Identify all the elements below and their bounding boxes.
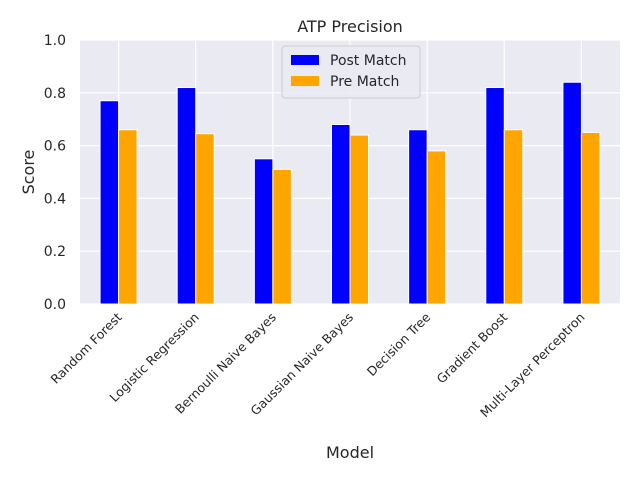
- legend-swatch: [291, 55, 319, 65]
- bar-pre-match: [426, 150, 447, 305]
- bar-post-match: [99, 100, 120, 305]
- y-tick-label: 0.0: [44, 297, 66, 313]
- bars-group: [99, 81, 601, 305]
- legend: Post Match Pre Match: [281, 45, 421, 99]
- bar-pre-match: [272, 168, 292, 305]
- y-tick-label: 0.4: [44, 191, 66, 207]
- bar-post-match: [331, 123, 351, 305]
- legend-label: Post Match: [330, 53, 406, 69]
- bar-pre-match: [580, 131, 601, 305]
- chart-title: ATP Precision: [297, 17, 403, 36]
- bar-post-match: [485, 87, 505, 305]
- x-axis-title: Model: [326, 443, 374, 462]
- legend-label: Pre Match: [330, 74, 399, 90]
- y-tick-label: 0.8: [44, 86, 66, 102]
- legend-swatch: [291, 76, 319, 86]
- y-tick-label: 1.0: [44, 33, 66, 49]
- bar-pre-match: [118, 129, 138, 305]
- y-axis-title: Score: [19, 150, 38, 195]
- y-tick-label: 0.2: [44, 244, 66, 260]
- x-tick-label: Decision Tree: [364, 309, 434, 379]
- bar-pre-match: [349, 134, 369, 305]
- y-tick-label: 0.6: [44, 139, 66, 155]
- bar-pre-match: [503, 129, 524, 305]
- bar-post-match: [176, 87, 197, 305]
- y-axis-ticks: 0.0 0.2 0.4 0.6 0.8 1.0: [44, 33, 66, 313]
- bar-post-match: [253, 158, 274, 305]
- bar-pre-match: [195, 133, 215, 305]
- bar-post-match: [408, 129, 428, 305]
- x-tick-label: Gradient Boost: [434, 309, 511, 386]
- x-tick-label: Random Forest: [48, 309, 125, 386]
- bar-post-match: [562, 81, 582, 305]
